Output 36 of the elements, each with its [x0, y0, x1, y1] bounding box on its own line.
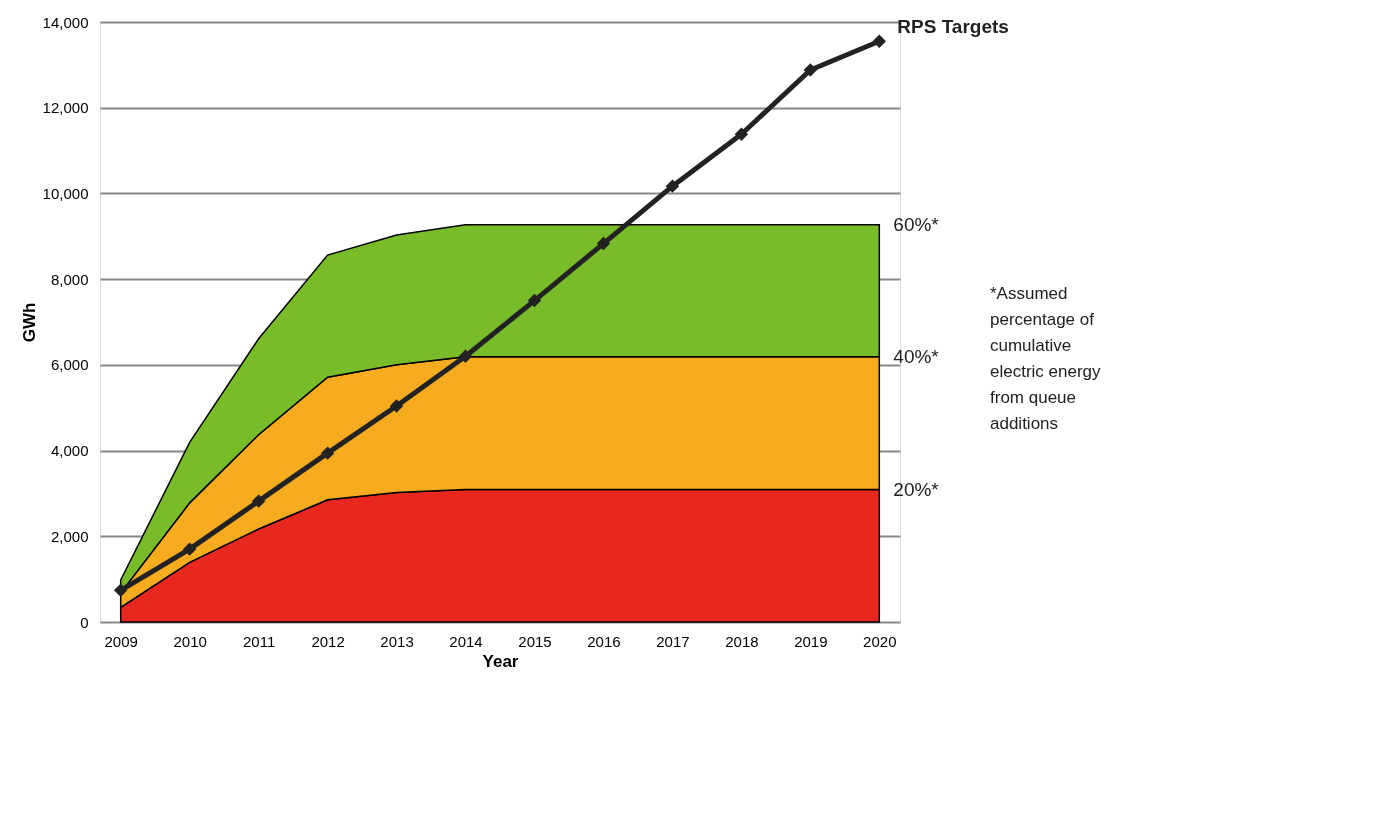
- x-tick-label: 2015: [518, 632, 552, 650]
- x-tick-label: 2017: [656, 632, 690, 650]
- x-tick-label: 2018: [725, 632, 759, 650]
- y-tick-label: 4,000: [50, 442, 89, 460]
- y-tick-label: 2,000: [50, 527, 89, 545]
- point: [320, 446, 335, 460]
- point: [872, 34, 887, 48]
- y-tick-label: 10,000: [42, 184, 89, 202]
- x-tick-label: 2010: [173, 632, 207, 650]
- x-tick-label: 2020: [863, 632, 897, 650]
- x-tick-label: 2019: [794, 632, 828, 650]
- text: *Assumed percentage of cumulative electric energy from queue additions: [990, 284, 1102, 433]
- point: [458, 349, 473, 363]
- point: [665, 179, 680, 193]
- x-tick-label: 2009: [104, 632, 138, 650]
- series-label: 60%*: [893, 213, 940, 235]
- point: [596, 236, 611, 251]
- x-tick-label: 2011: [242, 632, 276, 650]
- y-tick-label: 12,000: [42, 99, 89, 117]
- y-tick-label: 6,000: [50, 356, 89, 374]
- point: [527, 293, 542, 308]
- point: [734, 127, 749, 141]
- x-axis-title: Year: [482, 651, 519, 671]
- y-axis-title: GWh: [19, 302, 39, 343]
- series-label: 40%*: [893, 345, 940, 367]
- x-tick-label: 2014: [449, 632, 483, 650]
- series-label: RPS Targets: [897, 16, 1009, 38]
- x-tick-label: 2012: [311, 632, 345, 650]
- x-tick-label: 2016: [587, 632, 621, 650]
- y-tick-label: 0: [80, 613, 89, 631]
- point: [803, 63, 818, 77]
- y-tick-label: 14,000: [42, 13, 89, 31]
- series-label: 20%*: [893, 478, 940, 500]
- y-tick-label: 8,000: [50, 270, 89, 288]
- x-tick-label: 2013: [380, 632, 414, 650]
- point: [389, 399, 404, 413]
